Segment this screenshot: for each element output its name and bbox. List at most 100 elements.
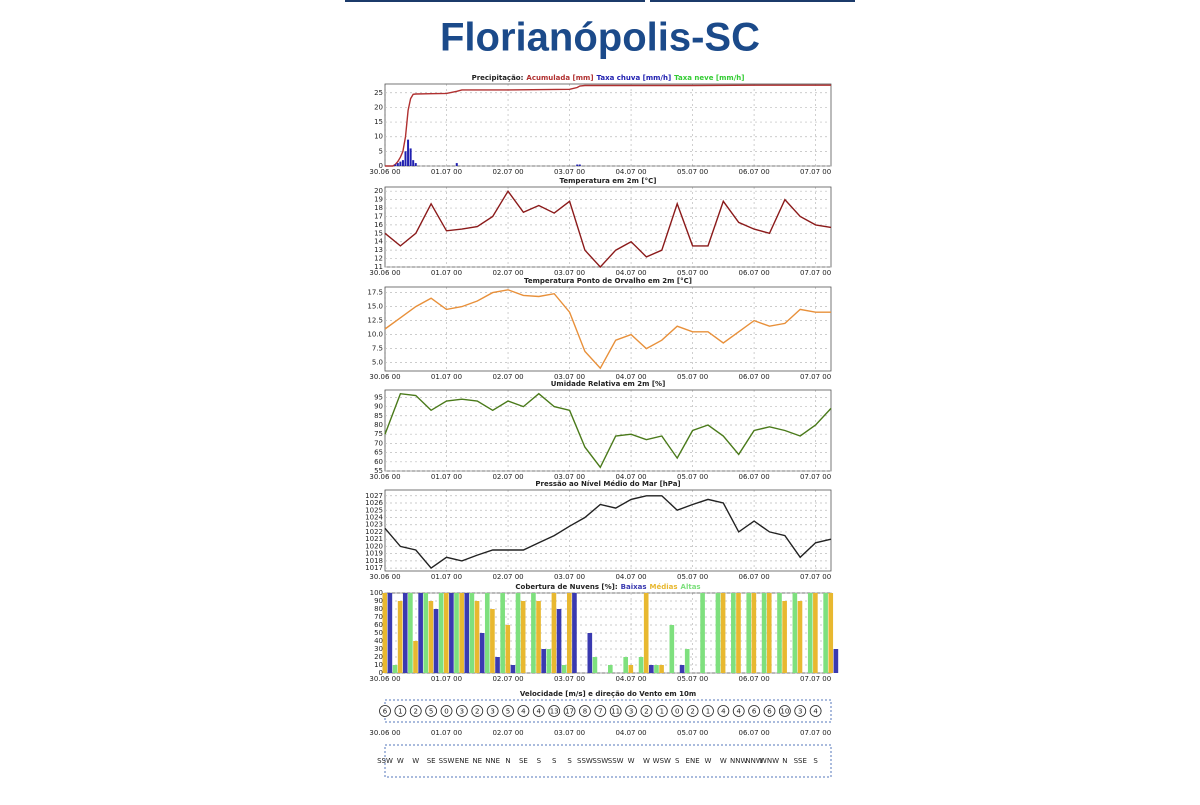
x-tick-label: 06.07 00 [739, 269, 770, 277]
wind-speed-label: 2 [475, 708, 479, 716]
wind-speed-label: 10 [780, 708, 789, 716]
wind-direction: S [675, 757, 680, 765]
wind-speed-label: 0 [444, 708, 448, 716]
y-tick-label: 20 [374, 103, 383, 111]
bar [455, 163, 458, 166]
bar [404, 151, 407, 166]
panel-title-text: Umidade Relativa em 2m [%] [551, 380, 666, 388]
x-tick-label: 07.07 00 [800, 269, 831, 277]
wind-direction: NE [472, 757, 482, 765]
bar [561, 665, 567, 673]
bar [566, 593, 572, 673]
wind-speed-label: 3 [629, 708, 633, 716]
x-tick-label: 04.07 00 [615, 168, 646, 176]
y-tick-label: 14 [374, 238, 383, 246]
wind-direction: NNW [745, 757, 762, 765]
page-title: Florianópolis-SC [440, 16, 760, 60]
bar [828, 593, 834, 673]
wind-speed-label: 2 [644, 708, 648, 716]
bar [438, 593, 444, 673]
wind-speed-marker [471, 705, 484, 717]
bar [459, 593, 464, 673]
direction-box [384, 744, 832, 778]
y-tick-label: 90 [374, 403, 383, 411]
bar [449, 593, 454, 673]
bar [813, 593, 818, 673]
x-tick-label: 07.07 00 [800, 573, 831, 581]
y-tick-label: 70 [374, 613, 383, 621]
x-tick-label: 06.07 00 [739, 373, 770, 381]
y-tick-label: 15 [374, 118, 383, 126]
wind-speed-label: 3 [490, 708, 494, 716]
bar [505, 625, 511, 673]
wind-direction: SSE [794, 757, 807, 765]
wind-direction: S [537, 757, 542, 765]
x-tick-label: 01.07 00 [431, 573, 462, 581]
bar [715, 593, 721, 673]
wind-speed-marker [517, 705, 530, 717]
y-tick-label: 5 [379, 147, 383, 155]
y-tick-label: 0 [379, 162, 383, 170]
bar [576, 164, 579, 166]
y-tick-label: 1021 [365, 535, 383, 543]
series-line [385, 84, 831, 167]
wind-speed-marker [686, 705, 699, 717]
bar [520, 601, 526, 673]
x-tick-label: 07.07 00 [800, 729, 831, 737]
wind-speed-marker [548, 705, 561, 717]
y-tick-label: 10 [374, 133, 383, 141]
bar [515, 593, 521, 673]
x-tick-label: 03.07 00 [554, 573, 585, 581]
bar [495, 657, 500, 673]
wind-direction: N [505, 757, 510, 765]
y-tick-label: 30 [374, 645, 383, 653]
bar [736, 593, 741, 673]
bar [556, 609, 562, 673]
y-tick-label: 18 [374, 204, 383, 212]
bar [392, 665, 398, 673]
wind-speed-marker [717, 705, 730, 717]
bar [807, 593, 813, 673]
wind-direction: ENE [455, 757, 469, 765]
y-tick-label: 15.0 [367, 303, 383, 311]
bar [536, 601, 541, 673]
wind-direction: S [552, 757, 557, 765]
wind-direction: ENE [686, 757, 700, 765]
wind-direction: WSW [653, 757, 671, 765]
bar [792, 593, 798, 673]
x-tick-label: 02.07 00 [492, 168, 523, 176]
y-tick-label: 1027 [365, 492, 383, 500]
bar [592, 657, 598, 673]
y-tick-label: 50 [374, 629, 383, 637]
bar [433, 609, 439, 673]
y-tick-label: 1022 [365, 528, 383, 536]
bar [746, 593, 752, 673]
wind-direction: W [397, 757, 404, 765]
y-tick-label: 75 [374, 430, 383, 438]
x-tick-label: 30.06 00 [369, 168, 400, 176]
bar [479, 633, 485, 673]
x-tick-label: 30.06 00 [369, 573, 400, 581]
x-tick-label: 02.07 00 [492, 373, 523, 381]
x-tick-label: 03.07 00 [554, 473, 585, 481]
wind-direction: S [813, 757, 818, 765]
wind-direction: SSW [377, 757, 393, 765]
bar [643, 593, 649, 673]
wind-direction: W [628, 757, 635, 765]
x-tick-label: 05.07 00 [677, 168, 708, 176]
bar [394, 164, 397, 166]
x-tick-label: 03.07 00 [554, 675, 585, 683]
bar [443, 593, 449, 673]
y-tick-label: 80 [374, 605, 383, 613]
x-tick-label: 02.07 00 [492, 269, 523, 277]
bar [408, 593, 413, 673]
y-tick-label: 0 [379, 669, 383, 677]
legend-entry: Acumulada [mm] [526, 74, 593, 82]
wind-speed-marker [732, 705, 745, 717]
wind-direction: W [720, 757, 727, 765]
bar [397, 601, 403, 673]
wind-speed-marker [778, 705, 791, 717]
wind-direction: SSW [592, 757, 608, 765]
